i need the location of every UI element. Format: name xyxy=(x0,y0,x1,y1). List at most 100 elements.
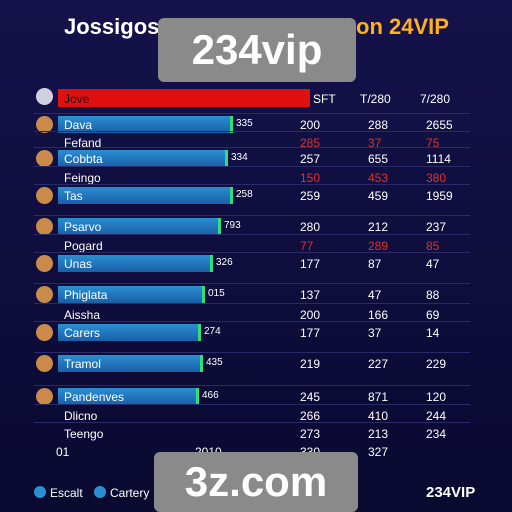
row-separator xyxy=(34,422,470,423)
row-value: 212 xyxy=(368,220,389,234)
row-bar xyxy=(58,218,221,235)
row-separator xyxy=(34,385,470,386)
row-value: 47 xyxy=(368,288,382,302)
row-value: 410 xyxy=(368,409,389,423)
row-value: 234 xyxy=(426,427,447,441)
row-name: Fefand xyxy=(64,136,102,150)
row-value: 288 xyxy=(368,118,389,132)
row-tag: 258 xyxy=(236,189,253,200)
row-separator xyxy=(34,131,470,132)
row-name: Psarvo xyxy=(64,220,102,234)
avatar xyxy=(36,88,53,105)
row-value: 2655 xyxy=(426,118,453,132)
row-value: 280 xyxy=(300,220,321,234)
row-value: 177 xyxy=(300,257,321,271)
row-tag: 274 xyxy=(204,326,221,337)
row-name: Carers xyxy=(64,326,101,340)
row-bar xyxy=(58,324,201,341)
row-bar xyxy=(58,286,205,303)
row-separator xyxy=(34,404,470,405)
row-value: 237 xyxy=(426,220,447,234)
row-tag: 326 xyxy=(216,257,233,268)
avatar xyxy=(36,187,53,204)
row-value: 459 xyxy=(368,189,389,203)
row-bar xyxy=(58,150,228,167)
avatar xyxy=(36,388,53,405)
row-name: Feingo xyxy=(64,171,101,185)
row-value: 1114 xyxy=(426,152,451,166)
row-bar xyxy=(58,255,213,272)
row-tag: 793 xyxy=(224,220,241,231)
row-value: 137 xyxy=(300,288,321,302)
avatar xyxy=(36,150,53,167)
row-bar xyxy=(58,388,199,405)
row-value: 69 xyxy=(426,308,440,322)
row-name: Aissha xyxy=(64,308,101,322)
row-value: 47 xyxy=(426,257,440,271)
watermark: 3z.com xyxy=(154,452,358,512)
row-value: 266 xyxy=(300,409,321,423)
row-name: Pogard xyxy=(64,239,103,253)
row-tag: 335 xyxy=(236,118,253,129)
row-value: 87 xyxy=(368,257,382,271)
row-value: 37 xyxy=(368,326,382,340)
row-separator xyxy=(34,147,470,148)
avatar xyxy=(36,116,53,133)
row-separator xyxy=(34,321,470,322)
row-value: 655 xyxy=(368,152,389,166)
col-name: Jove xyxy=(64,92,90,106)
watermark: 234vip xyxy=(158,18,356,82)
row-value: 37 xyxy=(368,136,382,150)
col-header: T/280 xyxy=(360,92,391,106)
row-value: 257 xyxy=(300,152,321,166)
row-value: 166 xyxy=(368,308,389,322)
row-separator xyxy=(34,215,470,216)
footer-text: 01 xyxy=(56,445,70,459)
row-bar xyxy=(58,355,203,372)
row-value: 259 xyxy=(300,189,321,203)
row-separator xyxy=(34,166,470,167)
row-name: Dava xyxy=(64,118,93,132)
row-name: Dlicno xyxy=(64,409,98,423)
title-right: on 24VIP xyxy=(356,14,449,39)
avatar xyxy=(36,255,53,272)
legend-label: Escalt xyxy=(50,486,83,500)
avatar xyxy=(36,286,53,303)
footer-text: 327 xyxy=(368,445,389,459)
row-value: 85 xyxy=(426,239,440,253)
row-value: 75 xyxy=(426,136,440,150)
row-name: Pandenves xyxy=(64,390,125,404)
row-value: 453 xyxy=(368,171,389,185)
row-value: 88 xyxy=(426,288,440,302)
row-value: 150 xyxy=(300,171,321,185)
row-name: Teengo xyxy=(64,427,104,441)
row-value: 273 xyxy=(300,427,321,441)
row-value: 14 xyxy=(426,326,440,340)
row-value: 285 xyxy=(300,136,321,150)
row-value: 227 xyxy=(368,357,389,371)
row-name: Tas xyxy=(64,189,83,203)
row-tag: 334 xyxy=(231,152,248,163)
title-left: Jossigos xyxy=(64,14,160,39)
row-tag: 435 xyxy=(206,357,223,368)
avatar xyxy=(36,355,53,372)
legend-label: Cartery xyxy=(110,486,150,500)
header-bar xyxy=(58,89,310,107)
row-name: Unas xyxy=(64,257,93,271)
row-name: Phiglata xyxy=(64,288,108,302)
row-separator xyxy=(34,184,470,185)
row-value: 380 xyxy=(426,171,447,185)
brand: 234VIP xyxy=(426,484,476,501)
row-name: Cobbta xyxy=(64,152,103,166)
row-tag: 466 xyxy=(202,390,219,401)
row-value: 77 xyxy=(300,239,314,253)
row-bar xyxy=(58,116,233,133)
row-value: 177 xyxy=(300,326,321,340)
row-value: 244 xyxy=(426,409,447,423)
row-value: 1959 xyxy=(426,189,453,203)
row-separator xyxy=(34,352,470,353)
row-value: 871 xyxy=(368,390,389,404)
row-value: 120 xyxy=(426,390,447,404)
row-value: 289 xyxy=(368,239,389,253)
avatar xyxy=(36,218,53,235)
